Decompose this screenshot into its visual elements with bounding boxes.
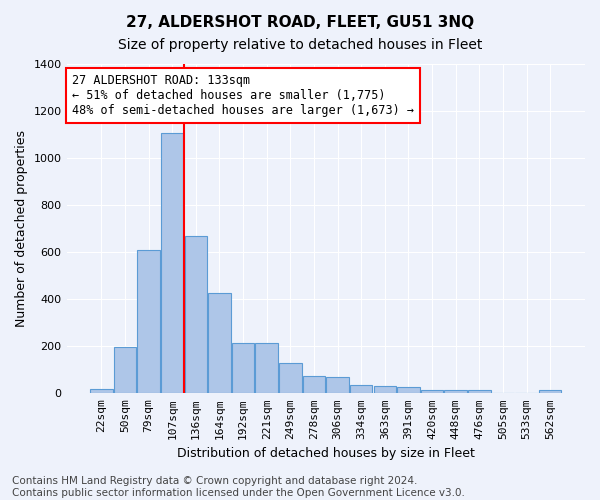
Bar [326,377,349,394]
Bar [350,385,373,394]
Bar [90,389,113,394]
Bar [279,362,302,394]
Bar [468,390,491,394]
X-axis label: Distribution of detached houses by size in Fleet: Distribution of detached houses by size … [177,447,475,460]
Y-axis label: Number of detached properties: Number of detached properties [15,130,28,327]
Bar [137,250,160,394]
Bar [421,390,443,394]
Bar [256,342,278,394]
Bar [539,390,562,394]
Text: 27, ALDERSHOT ROAD, FLEET, GU51 3NQ: 27, ALDERSHOT ROAD, FLEET, GU51 3NQ [126,15,474,30]
Text: 27 ALDERSHOT ROAD: 133sqm
← 51% of detached houses are smaller (1,775)
48% of se: 27 ALDERSHOT ROAD: 133sqm ← 51% of detac… [72,74,414,117]
Bar [208,294,230,394]
Bar [161,134,184,394]
Text: Size of property relative to detached houses in Fleet: Size of property relative to detached ho… [118,38,482,52]
Bar [445,390,467,394]
Bar [397,388,419,394]
Bar [114,348,136,394]
Text: Contains HM Land Registry data © Crown copyright and database right 2024.
Contai: Contains HM Land Registry data © Crown c… [12,476,465,498]
Bar [232,342,254,394]
Bar [374,386,396,394]
Bar [185,236,207,394]
Bar [303,376,325,394]
